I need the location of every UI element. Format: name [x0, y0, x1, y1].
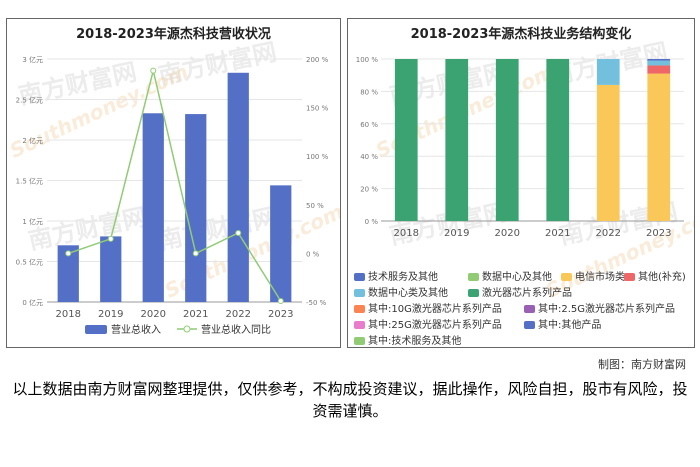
legend-swatch — [354, 273, 365, 281]
legend-swatch — [468, 289, 479, 297]
x-tick-label: 2021 — [183, 309, 208, 320]
legend-swatch — [354, 337, 365, 345]
revenue-chart-svg: 0 亿元 0.5 亿元 1 亿元 1.5 亿元 2 亿元 2.5 亿元 3 亿元 -50 % 0… — [16, 55, 329, 336]
legend-swatch-revenue — [85, 325, 107, 334]
legend-swatch — [354, 305, 365, 313]
x-tick-label: 2020 — [495, 228, 520, 239]
stacked-bar-segment — [495, 59, 519, 221]
x-tick-label: 2023 — [646, 228, 671, 239]
legend-item: 其中:其他产品 — [524, 316, 601, 331]
stacked-bar-segment — [647, 65, 671, 74]
x-tick-label: 2018 — [394, 228, 419, 239]
legend-item: 其中:2.5G激光器芯片系列产品 — [524, 300, 675, 315]
legend-swatch-yoy-marker — [183, 325, 191, 333]
legend-label-revenue: 营业总收入 — [111, 323, 161, 336]
legend-label-yoy: 营业总收入同比 — [201, 323, 271, 336]
stacked-bar-segment — [647, 59, 671, 61]
structure-chart-svg: 0 % 20 % 40 % 60 % 80 % 100 % 2018 2019 2020 2021… — [356, 56, 684, 239]
legend-label: 其中:2.5G激光器芯片系列产品 — [538, 304, 676, 315]
legend-swatch — [624, 273, 635, 281]
structure-chart-title: 2018-2023年源杰科技业务结构变化 — [410, 27, 632, 42]
y-tick-label: 100 % — [356, 56, 379, 64]
stacked-bar-segment — [394, 59, 418, 221]
y-tick-label: 60 % — [360, 121, 378, 129]
stacked-bar-segment — [647, 73, 671, 221]
legend-label: 其中:25G激光器芯片系列产品 — [368, 320, 502, 331]
point-revenue-yoy — [235, 229, 242, 236]
stacked-bar-segment — [596, 84, 620, 221]
legend-item: 其中:技术服务及其他 — [354, 332, 461, 347]
bar-revenue — [57, 245, 79, 302]
y-right-tick-label: 0 % — [306, 250, 320, 258]
legend-label: 数据中心类及其他 — [368, 288, 448, 299]
legend-label: 数据中心及其他 — [482, 272, 552, 283]
legend-swatch — [561, 273, 572, 281]
x-tick-label: 2019 — [444, 228, 469, 239]
y-right-tick-label: 50 % — [306, 202, 324, 210]
x-tick-label: 2019 — [98, 309, 123, 320]
x-tick-label: 2022 — [596, 228, 621, 239]
legend-item: 其中:25G激光器芯片系列产品 — [354, 316, 502, 331]
stacked-bar-segment — [596, 59, 620, 85]
legend-item: 其他(补充) — [624, 268, 686, 283]
legend-swatch — [354, 321, 365, 329]
y-right-tick-label: 100 % — [306, 153, 329, 161]
point-revenue-yoy — [107, 235, 114, 242]
stacked-bar-segment — [647, 60, 671, 66]
legend-label: 其他(补充) — [638, 272, 686, 283]
y-left-tick-label: 1 亿元 — [22, 217, 43, 226]
x-tick-label: 2023 — [268, 309, 293, 320]
point-revenue-yoy — [65, 250, 72, 257]
line-revenue-yoy — [68, 70, 282, 302]
disclaimer-text: 以上数据由南方财富网整理提供，仅供参考，不构成投资建议，据此操作，风险自担，股市… — [12, 380, 688, 420]
y-tick-label: 0 % — [365, 218, 379, 226]
point-revenue-yoy — [150, 67, 157, 74]
legend-item: 激光器芯片系列产品 — [468, 284, 572, 299]
legend-label: 其中:其他产品 — [538, 320, 602, 331]
revenue-chart-title: 2018-2023年源杰科技营收状况 — [76, 27, 271, 42]
y-tick-label: 40 % — [360, 153, 378, 161]
legend-item: 电信市场类 — [561, 268, 625, 283]
legend-item: 其中:10G激光器芯片系列产品 — [354, 300, 502, 315]
stacked-bar-segment — [445, 59, 469, 221]
stacked-bar-segment — [546, 59, 570, 221]
legend-label: 电信市场类 — [575, 272, 625, 283]
revenue-chart-panel: 2018-2023年源杰科技营收状况 南方财富网 南方财富网 南方财富网 南方财… — [6, 18, 341, 348]
bar-revenue — [270, 185, 292, 302]
y-right-tick-label: -50 % — [306, 299, 327, 307]
point-revenue-yoy — [277, 298, 284, 305]
y-tick-label: 80 % — [360, 88, 378, 96]
bar-revenue — [185, 114, 207, 302]
legend-swatch — [468, 273, 479, 281]
legend-swatch — [524, 305, 535, 313]
x-tick-label: 2018 — [56, 309, 81, 320]
bar-revenue — [142, 113, 164, 303]
chart-credit: 制图：南方财富网 — [598, 358, 686, 371]
y-left-tick-label: 2.5 亿元 — [16, 96, 43, 105]
y-left-tick-label: 0 亿元 — [22, 298, 43, 307]
structure-chart-panel: 2018-2023年源杰科技业务结构变化 南方财富网 南方财富网 南方财富网 南… — [347, 18, 695, 348]
x-tick-label: 2020 — [141, 309, 166, 320]
y-left-tick-label: 1.5 亿元 — [16, 177, 43, 186]
legend-item: 数据中心及其他 — [468, 268, 552, 283]
legend-label: 技术服务及其他 — [368, 272, 438, 283]
legend-label: 其中:技术服务及其他 — [368, 336, 462, 347]
y-right-tick-label: 150 % — [306, 105, 329, 113]
y-left-tick-label: 2 亿元 — [22, 136, 43, 145]
y-tick-label: 20 % — [360, 186, 378, 194]
bar-revenue — [227, 72, 249, 302]
legend-swatch — [524, 321, 535, 329]
legend-label: 其中:10G激光器芯片系列产品 — [368, 304, 502, 315]
y-left-tick-label: 3 亿元 — [22, 55, 43, 64]
x-tick-label: 2021 — [545, 228, 570, 239]
legend-item: 技术服务及其他 — [354, 268, 438, 283]
bar-revenue — [100, 236, 122, 302]
y-left-tick-label: 0.5 亿元 — [16, 258, 43, 267]
legend-swatch — [354, 289, 365, 297]
x-tick-label: 2022 — [226, 309, 251, 320]
legend-label: 激光器芯片系列产品 — [482, 288, 572, 299]
y-right-tick-label: 200 % — [306, 56, 329, 64]
legend-item: 数据中心类及其他 — [354, 284, 448, 299]
point-revenue-yoy — [192, 250, 199, 257]
